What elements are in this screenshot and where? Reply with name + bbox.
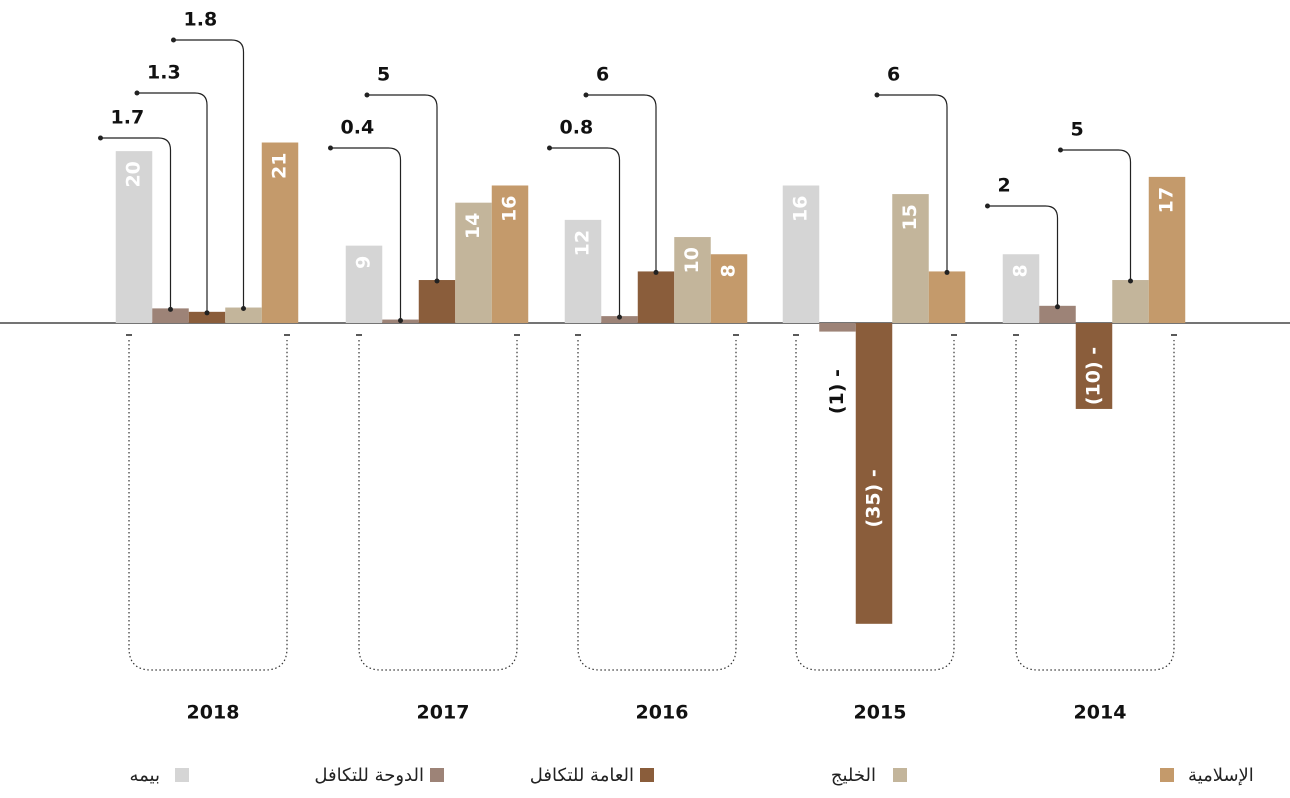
callout-dot [168,306,173,312]
value-label: 5 [377,64,390,86]
value-label: 16 [499,195,521,221]
callout-line [549,147,621,318]
legend-swatch [175,768,189,782]
legend-label: العامة للتكافل [530,765,634,786]
value-label: 1.8 [184,9,218,31]
legend-label: الإسلامية [1188,765,1254,786]
value-label: 16 [790,195,812,221]
value-label: 2 [998,175,1011,197]
bar [1002,254,1040,323]
callout-line [100,137,172,310]
value-label: 6 [596,64,609,86]
group-bracket [128,340,288,671]
callout-dot [98,135,103,141]
bar [261,142,299,323]
callout-dot [985,203,990,209]
callout-line [877,94,948,273]
bar [1148,176,1186,323]
callout-dot [874,92,880,98]
value-label: 15 [899,204,921,230]
bar [152,308,189,323]
value-label: (10) - [1083,347,1105,405]
legend-swatch [430,768,444,782]
callout-dot [653,269,659,275]
value-label: 17 [1156,187,1178,213]
callout-dot [328,145,333,151]
callout-line [367,94,438,282]
value-label: 20 [123,161,145,187]
value-label: 1.3 [147,62,181,84]
callout-dot [171,37,176,43]
bar [345,245,383,323]
year-label: 2016 [636,702,689,724]
year-label: 2014 [1074,702,1127,724]
legend-label: الدوحة للتكافل [314,765,424,786]
value-label: 9 [353,256,375,269]
bar [491,185,529,323]
value-label: 5 [1071,119,1084,141]
legend-swatch [1160,768,1174,782]
callout-dot [547,145,552,151]
value-label: 21 [269,153,291,179]
group-bracket [795,340,955,671]
bar [782,185,820,323]
callout-dot [1055,304,1060,310]
value-label: (1) - [826,369,848,414]
callout-dot [617,314,622,320]
callout-dot [398,318,403,324]
year-label: 2017 [417,702,470,724]
callout-dot [134,90,140,96]
group-bracket [358,340,518,671]
callout-line [173,39,245,309]
value-label: 6 [887,64,900,86]
group-bracket [577,340,737,671]
bar [637,271,675,323]
value-label: 12 [572,230,594,256]
value-label: 8 [718,264,740,277]
value-label: 8 [1010,264,1032,277]
callout-dot [434,278,440,284]
callout-dot [1128,278,1133,284]
value-label: 1.7 [111,107,145,129]
callout-dot [241,306,246,312]
bar [115,151,153,323]
legend-swatch [640,768,654,782]
bar [455,202,492,323]
bar [564,219,602,323]
callout-line [1060,149,1132,282]
legend-label: بيمه [130,765,161,786]
value-label: 10 [681,247,703,273]
bar [674,237,711,323]
bar [710,254,748,323]
legend-label: الخليج [831,765,876,786]
year-label: 2018 [187,702,240,724]
callout-line [586,94,657,273]
callout-dot [583,92,589,98]
value-label: (35) - [863,469,885,527]
bar [1039,305,1076,323]
bar [188,311,226,323]
bar [892,194,929,323]
bar [928,271,966,323]
value-label: 0.8 [560,117,594,139]
callout-dot [944,269,950,275]
callout-line [137,92,208,313]
value-label: 14 [462,213,484,239]
year-label: 2015 [854,702,907,724]
bar [855,323,893,624]
bar [1075,323,1113,409]
callout-dot [1058,147,1063,153]
value-label: 0.4 [341,117,375,139]
callout-dot [204,310,210,316]
callout-dot [364,92,370,98]
callout-line [330,147,402,321]
callout-line [987,205,1059,307]
bar [1112,280,1149,323]
legend-swatch [893,768,907,782]
bar [819,323,856,332]
group-bracket [1015,340,1175,671]
bar [418,280,456,323]
bar [225,307,262,323]
